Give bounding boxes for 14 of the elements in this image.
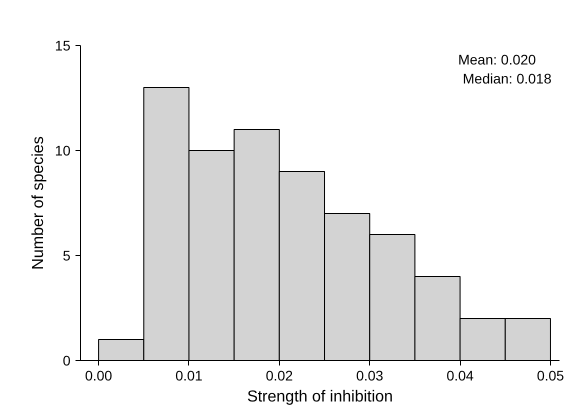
x-axis-title: Strength of inhibition: [247, 388, 393, 406]
y-tick-label: 0: [62, 352, 71, 368]
y-tick-label: 5: [62, 248, 71, 264]
annotation: Median: 0.018: [462, 70, 552, 86]
y-axis-title: Number of species: [30, 136, 47, 270]
x-tick-label: 0.00: [84, 368, 112, 384]
x-tick-label: 0.05: [536, 368, 564, 384]
y-tick-label: 10: [54, 142, 71, 158]
x-tick-label: 0.01: [175, 368, 203, 384]
annotation: Mean: 0.020: [458, 52, 536, 68]
y-tick-label: 15: [54, 38, 71, 54]
x-tick-label: 0.02: [266, 368, 294, 384]
x-tick-label: 0.03: [356, 368, 384, 384]
x-tick-label: 0.04: [446, 368, 474, 384]
